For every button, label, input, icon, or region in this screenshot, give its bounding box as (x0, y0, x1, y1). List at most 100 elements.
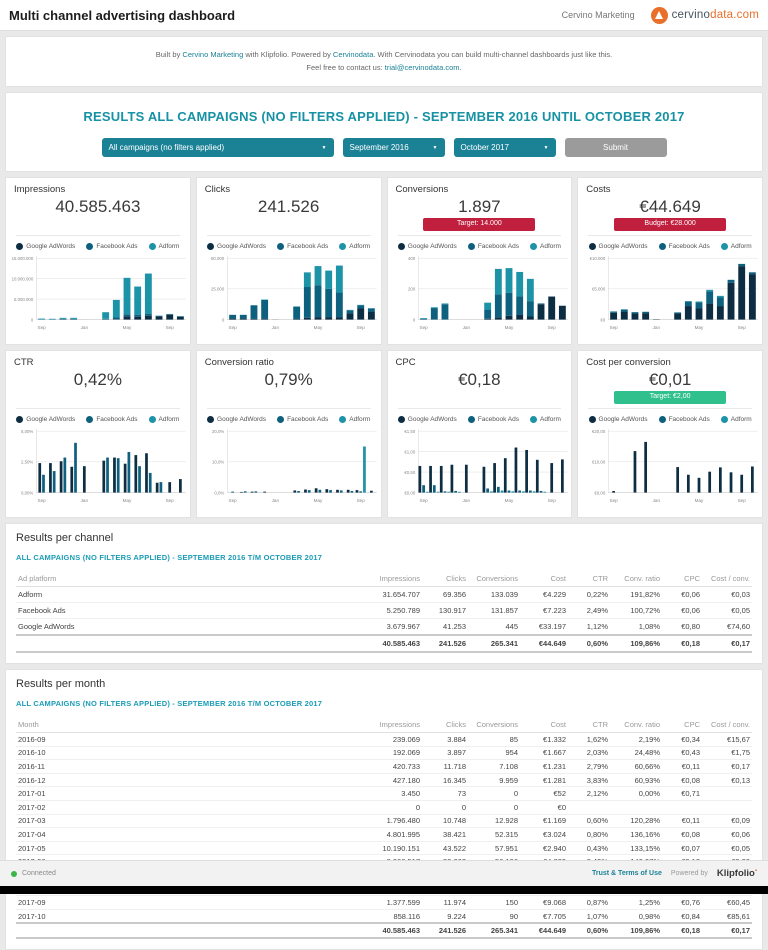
svg-text:€5.000: €5.000 (592, 287, 606, 292)
bar (719, 467, 722, 492)
bar (128, 452, 131, 493)
legend-label: Facebook Ads (669, 243, 710, 250)
legend-dot-icon (721, 243, 728, 250)
bar (42, 475, 45, 493)
cell: 2016-09 (16, 733, 354, 747)
svg-text:Sep: Sep (38, 325, 47, 330)
svg-text:Sep: Sep (738, 498, 747, 503)
to-month-select[interactable]: October 2017 ▼ (454, 138, 556, 157)
bar (117, 458, 120, 492)
cell: €85,61 (702, 909, 752, 923)
window-edge (0, 886, 768, 894)
bar (355, 490, 358, 492)
divider (588, 235, 752, 236)
trust-terms-link[interactable]: Trust & Terms of Use (592, 870, 662, 877)
chevron-down-icon: ▼ (322, 145, 327, 151)
svg-text:€0: €0 (601, 317, 606, 322)
bar-segment (124, 316, 131, 319)
svg-text:€0,00: €0,00 (595, 490, 606, 495)
connection-status: Connected (11, 870, 56, 877)
svg-text:400: 400 (408, 256, 416, 261)
legend-item-facebook-ads: Facebook Ads (468, 243, 519, 250)
column-header-cost-conv-: Cost / conv. (702, 717, 752, 733)
cell: 445 (468, 619, 520, 636)
bar (347, 490, 350, 493)
cervinodata-link[interactable]: Cervinodata (333, 50, 373, 59)
svg-text:€10,00: €10,00 (592, 460, 606, 465)
cervinodata-logo[interactable]: cervinodata.com (651, 7, 759, 24)
bar-segment (134, 315, 141, 317)
cell: 2017-10 (16, 909, 354, 923)
cell (702, 787, 752, 801)
bar (507, 491, 510, 493)
from-month-select[interactable]: September 2016 ▼ (343, 138, 445, 157)
info-panel: Built by Cervino Marketing with Klipfoli… (5, 36, 763, 87)
bar (231, 492, 234, 493)
submit-button[interactable]: Submit (565, 138, 667, 157)
cell (610, 800, 662, 814)
contact-email-link[interactable]: trial@cervinodata.com (385, 63, 460, 72)
total-cell: €44.649 (520, 635, 568, 652)
bar (432, 485, 435, 492)
bar (496, 487, 499, 493)
results-title: RESULTS ALL CAMPAIGNS (NO FILTERS APPLIE… (6, 109, 762, 124)
bar-segment (505, 268, 512, 293)
bar-segment (113, 318, 120, 320)
bar-segment (621, 310, 628, 312)
cell: €1.169 (520, 814, 568, 828)
cell: €0 (520, 800, 568, 814)
bar (730, 472, 733, 492)
bar (113, 458, 116, 493)
bar-segment (304, 318, 311, 320)
column-header-cost: Cost (520, 717, 568, 733)
cell: €4.229 (520, 587, 568, 603)
column-header-impressions: Impressions (354, 571, 422, 587)
cell: 3.884 (422, 733, 468, 747)
bar-segment (368, 309, 375, 312)
legend-label: Facebook Ads (287, 243, 328, 250)
cervino-marketing-link[interactable]: Cervino Marketing (182, 50, 243, 59)
cell: 2016-10 (16, 746, 354, 760)
cell: 12.928 (468, 814, 520, 828)
campaign-select[interactable]: All campaigns (no filters applied) ▼ (102, 138, 334, 157)
total-cell: 40.585.463 (354, 635, 422, 652)
bar-segment (240, 315, 247, 319)
mountain-logo-icon (651, 7, 668, 24)
legend-dot-icon (721, 416, 728, 423)
divider (398, 408, 562, 409)
legend-dot-icon (339, 243, 346, 250)
bar (106, 458, 109, 493)
legend-item-facebook-ads: Facebook Ads (659, 243, 710, 250)
svg-text:May: May (123, 498, 132, 503)
bar-segment (325, 271, 332, 289)
legend-label: Facebook Ads (478, 243, 519, 250)
column-header-conversions: Conversions (468, 571, 520, 587)
target-badge: Target: €2,00 (614, 391, 726, 404)
cell: 2,49% (568, 603, 610, 619)
cell: 2,03% (568, 746, 610, 760)
column-header-impressions: Impressions (354, 717, 422, 733)
legend-label: Facebook Ads (669, 416, 710, 423)
cell: €0,34 (662, 733, 702, 747)
cell: €0,05 (702, 841, 752, 855)
column-header-clicks: Clicks (422, 717, 468, 733)
bar (240, 492, 243, 493)
logo-text-orange: data.com (710, 9, 759, 21)
svg-text:May: May (313, 498, 322, 503)
bar (53, 471, 56, 492)
bar-segment (314, 266, 321, 285)
bar (741, 475, 744, 493)
cell: €0,84 (662, 909, 702, 923)
bar-segment (674, 313, 681, 319)
cell: 239.069 (354, 733, 422, 747)
month-panel-title: Results per month (16, 678, 752, 690)
legend-item-google-adwords: Google AdWords (398, 243, 457, 250)
legend-item-adform: Adform (721, 243, 752, 250)
bar-segment (177, 317, 184, 320)
